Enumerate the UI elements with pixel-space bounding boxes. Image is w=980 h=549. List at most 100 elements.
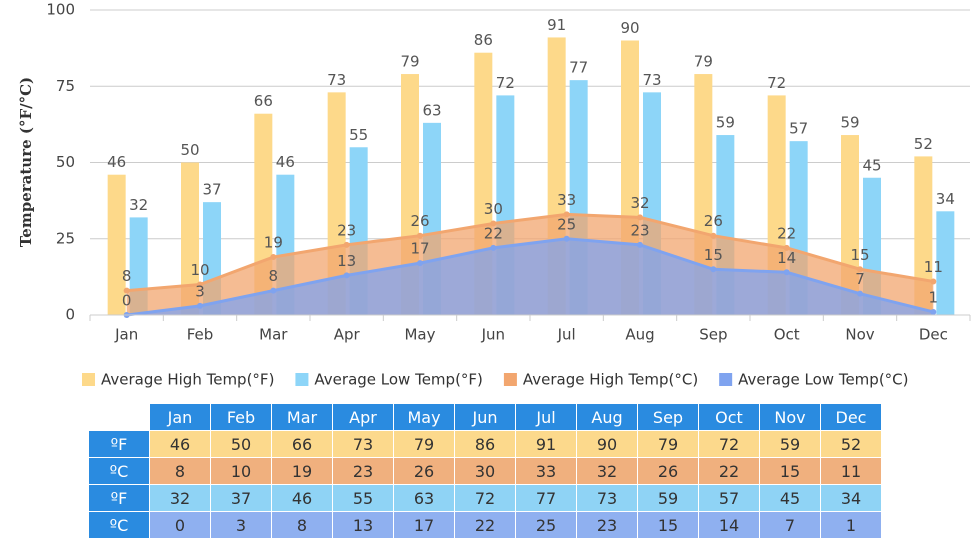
point bbox=[343, 272, 350, 279]
data-label: 32 bbox=[630, 194, 649, 212]
data-label: 46 bbox=[276, 153, 295, 171]
point bbox=[637, 241, 643, 248]
data-label: 13 bbox=[337, 252, 356, 270]
table-cell: 55 bbox=[332, 484, 394, 512]
data-label: 32 bbox=[129, 196, 148, 214]
point bbox=[563, 211, 570, 218]
table-cell: ºC bbox=[88, 457, 150, 485]
data-label: 3 bbox=[195, 282, 205, 300]
legend-label: Average High Temp(°C) bbox=[523, 371, 698, 389]
data-label: 50 bbox=[180, 141, 199, 159]
table-cell: 8 bbox=[149, 457, 211, 485]
point bbox=[783, 244, 790, 251]
table-cell: 23 bbox=[332, 457, 394, 485]
data-label: 46 bbox=[107, 153, 126, 171]
table-cell: 86 bbox=[454, 430, 516, 458]
data-label: 37 bbox=[202, 181, 221, 199]
point bbox=[343, 241, 350, 248]
table-row: ºF 32 37 46 55 63 72 77 73 59 57 45 34 bbox=[88, 484, 882, 512]
legend-label: Average Low Temp(°F) bbox=[314, 371, 482, 389]
table-cell: 25 bbox=[515, 511, 577, 539]
table-cell: 14 bbox=[698, 511, 760, 539]
data-label: 73 bbox=[327, 71, 346, 89]
data-label: 14 bbox=[777, 249, 796, 267]
data-label: 72 bbox=[767, 74, 786, 92]
table-row: Jan Feb Mar Apr May Jun Jul Aug Sep Oct Nov Dec bbox=[88, 403, 882, 431]
data-label: 66 bbox=[254, 92, 273, 110]
bar bbox=[914, 156, 933, 315]
x-tick-label: Jan bbox=[114, 326, 138, 344]
data-label: 59 bbox=[716, 114, 735, 132]
table-cell: 34 bbox=[820, 484, 882, 512]
y-tick-label: 50 bbox=[56, 153, 75, 171]
table-cell: ºF bbox=[88, 430, 150, 458]
point bbox=[710, 266, 717, 273]
table-cell: 13 bbox=[332, 511, 394, 539]
legend-label: Average High Temp(°F) bbox=[101, 371, 274, 389]
y-tick-label: 0 bbox=[65, 306, 75, 324]
bar bbox=[936, 211, 955, 315]
table-cell: 8 bbox=[271, 511, 333, 539]
point bbox=[417, 260, 423, 267]
x-tick-label: Jul bbox=[557, 326, 576, 344]
table-cell: 72 bbox=[698, 430, 760, 458]
table-cell: 72 bbox=[454, 484, 516, 512]
table-cell: Jun bbox=[454, 403, 516, 431]
data-label: 26 bbox=[410, 212, 429, 230]
table-cell: Apr bbox=[332, 403, 394, 431]
point bbox=[490, 220, 497, 227]
y-tick-label: 100 bbox=[46, 1, 75, 19]
point bbox=[197, 302, 203, 309]
point bbox=[930, 308, 937, 315]
point bbox=[857, 266, 863, 273]
table-cell: 23 bbox=[576, 511, 638, 539]
table-cell: Aug bbox=[576, 403, 638, 431]
legend-swatch bbox=[295, 373, 309, 386]
table-cell: Jan bbox=[149, 403, 211, 431]
data-label: 8 bbox=[269, 267, 279, 285]
table-cell: 46 bbox=[149, 430, 211, 458]
point bbox=[563, 235, 570, 242]
table-cell: 32 bbox=[149, 484, 211, 512]
table-cell: Oct bbox=[698, 403, 760, 431]
table-cell: 77 bbox=[515, 484, 577, 512]
table-row: ºF 46 50 66 73 79 86 91 90 79 72 59 52 bbox=[88, 430, 882, 458]
data-label: 15 bbox=[704, 246, 723, 264]
table-cell: 79 bbox=[637, 430, 699, 458]
table-cell: Dec bbox=[820, 403, 882, 431]
data-label: 33 bbox=[557, 191, 576, 209]
data-label: 52 bbox=[914, 135, 933, 153]
x-tick-label: Sep bbox=[699, 326, 727, 344]
point bbox=[930, 278, 937, 285]
x-tick-label: Dec bbox=[919, 326, 948, 344]
data-label: 34 bbox=[936, 190, 955, 208]
x-tick-label: May bbox=[404, 326, 435, 344]
data-label: 25 bbox=[557, 215, 576, 233]
table-cell: Feb bbox=[210, 403, 272, 431]
data-label: 59 bbox=[840, 114, 859, 132]
data-label: 8 bbox=[122, 267, 132, 285]
data-label: 0 bbox=[122, 292, 132, 310]
table-cell: 0 bbox=[149, 511, 211, 539]
point bbox=[637, 214, 643, 221]
data-label: 86 bbox=[474, 31, 493, 49]
data-label: 73 bbox=[642, 71, 661, 89]
point bbox=[490, 244, 497, 251]
table-cell: 19 bbox=[271, 457, 333, 485]
table-cell: 59 bbox=[637, 484, 699, 512]
table-cell: 22 bbox=[454, 511, 516, 539]
area bbox=[126, 238, 934, 315]
table-cell: 1 bbox=[820, 511, 882, 539]
data-label: 10 bbox=[190, 261, 209, 279]
table-cell: 91 bbox=[515, 430, 577, 458]
legend-swatch bbox=[503, 373, 517, 386]
data-label: 77 bbox=[569, 59, 588, 77]
data-label: 90 bbox=[620, 19, 639, 37]
legend-label: Average Low Temp(°C) bbox=[738, 371, 908, 389]
point bbox=[123, 287, 130, 294]
y-tick-label: 75 bbox=[56, 77, 75, 95]
data-label: 63 bbox=[422, 101, 441, 119]
table-row: ºC 0 3 8 13 17 22 25 23 15 14 7 1 bbox=[88, 511, 882, 539]
data-label: 15 bbox=[850, 246, 869, 264]
data-label: 1 bbox=[929, 288, 939, 306]
